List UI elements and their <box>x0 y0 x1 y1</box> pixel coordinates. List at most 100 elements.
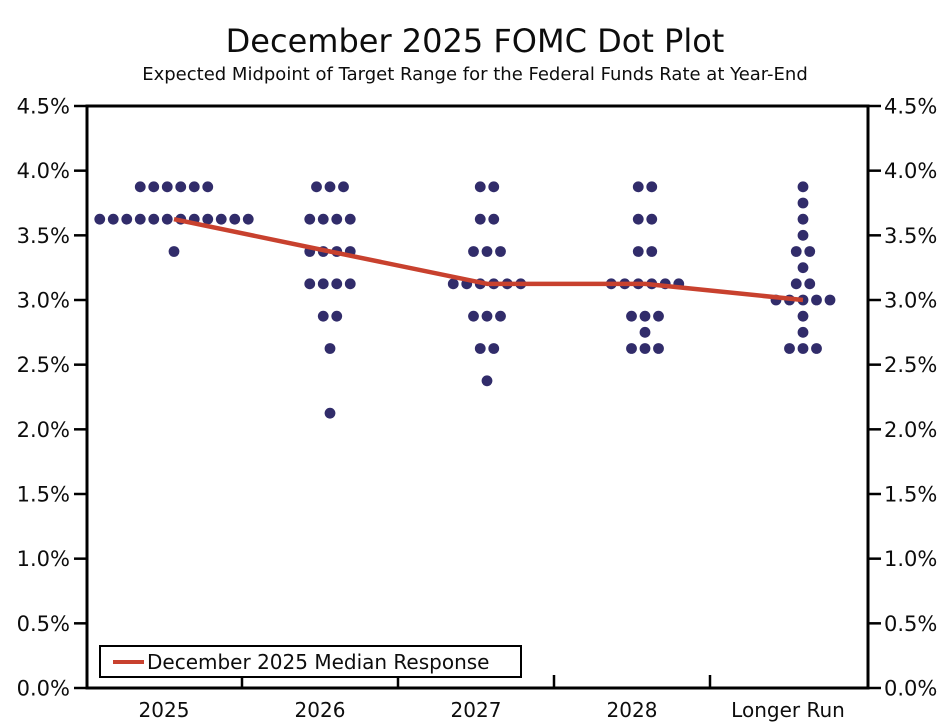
dot <box>188 181 200 193</box>
y-axis-label-right: 1.0% <box>884 547 937 571</box>
dot <box>804 246 816 257</box>
median-line-swatch <box>113 659 144 664</box>
dot <box>784 343 795 354</box>
dot <box>331 310 343 322</box>
dot <box>797 326 809 338</box>
x-axis-label: 2025 <box>139 698 190 722</box>
dot <box>626 310 637 322</box>
dot <box>639 310 651 322</box>
median-line <box>173 216 804 303</box>
dot <box>134 213 146 225</box>
y-axis-label-left: 3.0% <box>17 289 70 313</box>
y-axis-label-left: 0.0% <box>17 677 70 701</box>
dot <box>474 181 486 193</box>
dot <box>148 181 160 193</box>
legend-label: December 2025 Median Response <box>147 649 490 674</box>
dot <box>646 213 658 225</box>
dot <box>481 246 493 257</box>
dot <box>632 213 644 225</box>
dot <box>468 246 479 257</box>
x-axis-label: 2026 <box>295 698 346 722</box>
dot <box>639 326 651 338</box>
y-axis-label-left: 3.5% <box>17 224 70 248</box>
dot <box>488 343 500 354</box>
dot <box>797 197 809 209</box>
y-axis-label-left: 4.0% <box>17 159 70 183</box>
dot <box>653 310 664 322</box>
dot <box>632 246 644 257</box>
dot <box>317 310 329 322</box>
y-axis-label-right: 2.0% <box>884 418 937 442</box>
legend: December 2025 Median Response <box>99 645 522 678</box>
x-axis-label: 2028 <box>607 698 658 722</box>
dot <box>626 343 637 354</box>
dot <box>215 213 227 225</box>
dot <box>242 213 254 225</box>
dot <box>317 213 329 225</box>
dot <box>331 278 343 290</box>
dot <box>161 213 173 225</box>
dot <box>344 278 356 290</box>
y-axis-label-right: 1.5% <box>884 483 937 507</box>
dot <box>488 181 500 193</box>
dot <box>175 181 187 193</box>
dot <box>134 181 146 193</box>
y-axis-label-right: 4.0% <box>884 159 937 183</box>
dot <box>317 278 329 290</box>
dot <box>324 343 336 354</box>
dot <box>331 213 343 225</box>
dot <box>824 294 836 306</box>
y-axis-label-left: 2.5% <box>17 353 70 377</box>
y-axis-label-left: 1.0% <box>17 547 70 571</box>
dot <box>790 246 802 257</box>
dot <box>474 213 486 225</box>
dot <box>344 213 356 225</box>
x-axis-label: Longer Run <box>731 698 845 722</box>
dot <box>797 181 809 193</box>
dot <box>646 181 658 193</box>
dot <box>161 181 173 193</box>
dot <box>447 278 459 290</box>
chart-subtitle: Expected Midpoint of Target Range for th… <box>142 64 808 85</box>
dot <box>324 407 336 419</box>
dot <box>338 181 349 193</box>
dot <box>94 213 106 225</box>
y-axis-label-left: 4.5% <box>17 95 70 119</box>
dot <box>495 246 506 257</box>
y-axis-label-right: 0.5% <box>884 612 937 636</box>
dot <box>632 181 644 193</box>
dot <box>202 181 214 193</box>
chart-title: December 2025 FOMC Dot Plot <box>225 22 725 60</box>
dot <box>107 213 119 225</box>
dot <box>488 213 500 225</box>
dot <box>653 343 664 354</box>
dot <box>121 213 133 225</box>
y-axis-label-left: 0.5% <box>17 612 70 636</box>
dot <box>639 343 651 354</box>
dot <box>148 213 160 225</box>
dot <box>797 310 809 322</box>
dot <box>811 294 822 306</box>
dot <box>304 213 316 225</box>
dot <box>474 343 486 354</box>
dot <box>797 213 809 225</box>
dot <box>468 310 479 322</box>
x-axis-label: 2027 <box>451 698 502 722</box>
dot <box>481 310 493 322</box>
plot-border <box>85 104 870 690</box>
dot <box>324 181 336 193</box>
dot <box>168 246 180 257</box>
dot <box>797 229 809 241</box>
dot <box>646 246 658 257</box>
dot <box>811 343 822 354</box>
y-axis-label-right: 2.5% <box>884 353 937 377</box>
dot <box>790 278 802 290</box>
dot <box>202 213 214 225</box>
y-axis-label-right: 0.0% <box>884 677 937 701</box>
y-axis-label-right: 3.5% <box>884 224 937 248</box>
y-axis-label-left: 2.0% <box>17 418 70 442</box>
y-axis-label-left: 1.5% <box>17 483 70 507</box>
y-axis-label-right: 3.0% <box>884 289 937 313</box>
